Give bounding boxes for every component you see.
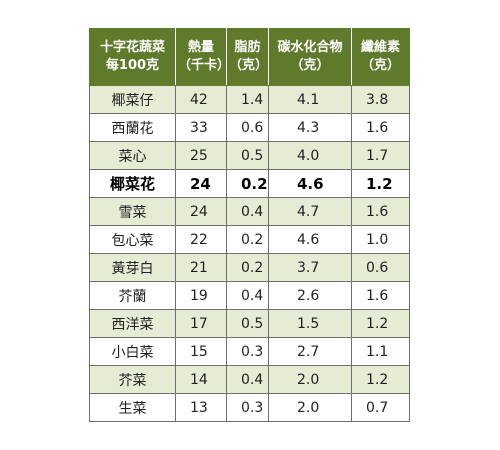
cell-vegetable: 西洋菜 (89, 309, 176, 338)
cell-calories: 15 (175, 337, 227, 366)
table-header: 十字花蔬菜 每100克 熱量 （千卡） 脂肪 （克） 碳水化合物 （克） 纖維素… (89, 28, 410, 86)
cell-carbohydrate: 4.6 (268, 169, 352, 198)
table-row: 芥菜 14 0.4 2.0 1.2 (89, 365, 410, 394)
cell-fiber: 1.6 (351, 113, 410, 142)
header-fiber-line1: 纖維素 (360, 40, 400, 55)
header-fat-line2: （克） (229, 58, 269, 73)
table-row: 西蘭花 33 0.6 4.3 1.6 (89, 113, 410, 142)
table-row: 生菜 13 0.3 2.0 0.7 (89, 393, 410, 422)
cell-calories: 21 (175, 253, 227, 282)
cell-vegetable: 黃芽白 (89, 253, 176, 282)
cell-fat: 1.4 (226, 85, 269, 114)
table-body: 椰菜仔 42 1.4 4.1 3.8 西蘭花 33 0.6 4.3 1.6 菜心 25 0.5 4.0 1.… (89, 85, 410, 422)
cell-vegetable: 雪菜 (89, 197, 176, 226)
cell-fiber: 1.2 (351, 309, 410, 338)
cell-calories: 19 (175, 281, 227, 310)
header-calories-line2: （千卡） (178, 58, 231, 73)
cell-vegetable: 小白菜 (89, 337, 176, 366)
header-carbohydrate-line2: （克） (290, 58, 330, 73)
header-fat: 脂肪 （克） (226, 28, 269, 86)
header-calories-line1: 熱量 (187, 40, 214, 55)
cell-fat: 0.4 (226, 365, 269, 394)
cell-vegetable: 芥蘭 (89, 281, 176, 310)
cell-calories: 14 (175, 365, 227, 394)
cell-fiber: 3.8 (351, 85, 410, 114)
cell-carbohydrate: 3.7 (268, 253, 352, 282)
cell-calories: 24 (175, 169, 227, 198)
cell-carbohydrate: 1.5 (268, 309, 352, 338)
header-fat-line1: 脂肪 (234, 40, 261, 55)
table-row: 菜心 25 0.5 4.0 1.7 (89, 141, 410, 170)
header-vegetable-line2: 每100克 (105, 58, 160, 73)
cell-calories: 42 (175, 85, 227, 114)
cell-calories: 25 (175, 141, 227, 170)
table-row: 芥蘭 19 0.4 2.6 1.6 (89, 281, 410, 310)
table-row: 包心菜 22 0.2 4.6 1.0 (89, 225, 410, 254)
cell-fiber: 1.2 (351, 169, 410, 198)
header-carbohydrate-line1: 碳水化合物 (277, 40, 343, 55)
header-calories: 熱量 （千卡） (175, 28, 231, 86)
header-carbohydrate: 碳水化合物 （克） (268, 28, 352, 86)
cell-calories: 22 (175, 225, 227, 254)
cell-fat: 0.3 (226, 337, 269, 366)
cell-carbohydrate: 4.6 (268, 225, 352, 254)
cell-vegetable: 椰菜花 (89, 169, 176, 198)
cell-carbohydrate: 2.6 (268, 281, 352, 310)
cell-carbohydrate: 2.7 (268, 337, 352, 366)
cell-carbohydrate: 4.1 (268, 85, 352, 114)
cell-vegetable: 菜心 (89, 141, 176, 170)
cell-fiber: 1.6 (351, 197, 410, 226)
table-row: 西洋菜 17 0.5 1.5 1.2 (89, 309, 410, 338)
cell-vegetable: 芥菜 (89, 365, 176, 394)
table-row: 黃芽白 21 0.2 3.7 0.6 (89, 253, 410, 282)
cell-fat: 0.2 (226, 225, 269, 254)
header-fiber-line2: （克） (360, 58, 400, 73)
cell-fat: 0.2 (226, 253, 269, 282)
cell-vegetable: 椰菜仔 (89, 85, 176, 114)
table-row: 雪菜 24 0.4 4.7 1.6 (89, 197, 410, 226)
table-row: 小白菜 15 0.3 2.7 1.1 (89, 337, 410, 366)
cell-fiber: 1.1 (351, 337, 410, 366)
cell-fiber: 0.6 (351, 253, 410, 282)
header-vegetable: 十字花蔬菜 每100克 (89, 28, 176, 86)
cell-vegetable: 西蘭花 (89, 113, 176, 142)
cell-fiber: 0.7 (351, 393, 410, 422)
cell-calories: 33 (175, 113, 227, 142)
cell-fat: 0.5 (226, 309, 269, 338)
header-row: 十字花蔬菜 每100克 熱量 （千卡） 脂肪 （克） 碳水化合物 （克） 纖維素… (89, 28, 410, 86)
header-vegetable-line1: 十字花蔬菜 (99, 40, 165, 55)
cell-fiber: 1.2 (351, 365, 410, 394)
cell-fiber: 1.6 (351, 281, 410, 310)
cell-fat: 0.5 (226, 141, 269, 170)
table-row: 椰菜花 24 0.2 4.6 1.2 (89, 169, 410, 198)
cell-fat: 0.3 (226, 393, 269, 422)
cell-fiber: 1.0 (351, 225, 410, 254)
cell-vegetable: 生菜 (89, 393, 176, 422)
cell-fat: 0.2 (226, 169, 269, 198)
cell-fat: 0.6 (226, 113, 269, 142)
header-fiber: 纖維素 （克） (351, 28, 410, 86)
cell-vegetable: 包心菜 (89, 225, 176, 254)
cell-fiber: 1.7 (351, 141, 410, 170)
cell-fat: 0.4 (226, 281, 269, 310)
cell-carbohydrate: 2.0 (268, 365, 352, 394)
cell-calories: 13 (175, 393, 227, 422)
table-row: 椰菜仔 42 1.4 4.1 3.8 (89, 85, 410, 114)
cell-calories: 24 (175, 197, 227, 226)
cell-carbohydrate: 4.7 (268, 197, 352, 226)
cell-carbohydrate: 4.0 (268, 141, 352, 170)
cell-calories: 17 (175, 309, 227, 338)
cell-fat: 0.4 (226, 197, 269, 226)
nutrition-table: 十字花蔬菜 每100克 熱量 （千卡） 脂肪 （克） 碳水化合物 （克） 纖維素… (89, 28, 410, 422)
cell-carbohydrate: 4.3 (268, 113, 352, 142)
cell-carbohydrate: 2.0 (268, 393, 352, 422)
